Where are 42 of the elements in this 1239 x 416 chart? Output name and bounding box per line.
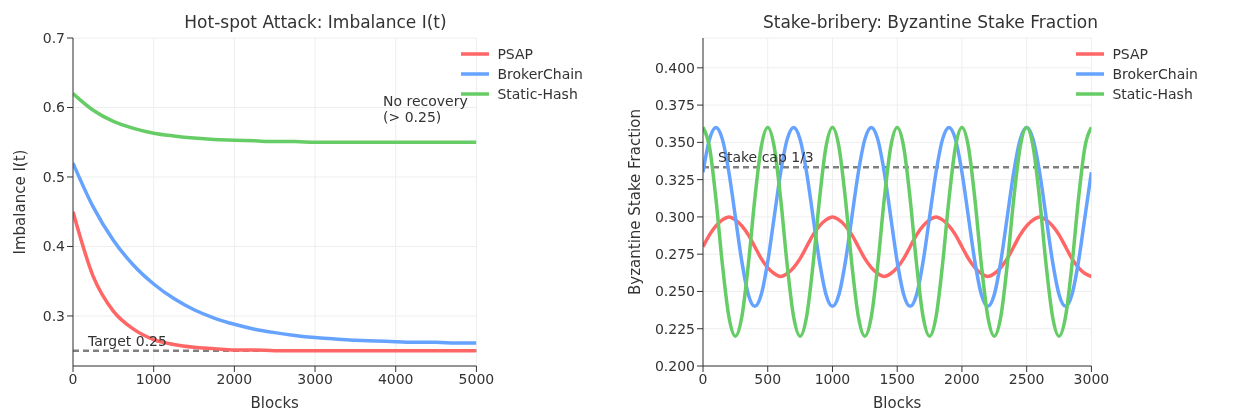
x-tick-label: 4000 [377, 370, 414, 387]
line-series [73, 91, 477, 144]
y-tick-label: 0.250 [654, 283, 695, 300]
y-axis-title: Byzantine Stake Fraction [626, 109, 645, 295]
legend-label: Static-Hash [497, 85, 578, 104]
x-tick-label: 1000 [135, 370, 172, 387]
legend-label: BrokerChain [497, 65, 583, 84]
x-tick-label: 1500 [879, 370, 916, 387]
legend-label: Static-Hash [1112, 85, 1193, 104]
chart-title: Stake-bribery: Byzantine Stake Fraction [761, 12, 1100, 32]
x-tick-label: 3000 [297, 370, 333, 387]
x-tick-label: 5000 [458, 370, 495, 387]
y-tick-label: 0.200 [654, 357, 695, 374]
x-tick-label: 2000 [216, 370, 253, 387]
x-axis-title: Blocks [873, 394, 922, 412]
line-series [73, 209, 477, 353]
y-tick-label: 0.350 [654, 134, 695, 151]
y-axis-title: Imbalance I(t) [11, 149, 30, 255]
y-tick-label: 0.4 [42, 238, 66, 255]
y-tick-label: 0.7 [42, 29, 65, 46]
y-tick-label: 0.5 [42, 168, 65, 185]
x-axis-title: Blocks [250, 394, 300, 412]
y-tick-label: 0.275 [654, 246, 695, 263]
x-tick-label: 0 [68, 370, 78, 387]
y-tick-label: 0.6 [42, 99, 66, 116]
y-tick-label: 0.300 [654, 208, 695, 225]
x-tick-label: 2500 [1008, 370, 1045, 387]
x-tick-label: 2000 [944, 370, 980, 387]
y-tick-label: 0.375 [654, 97, 695, 114]
legend-label: PSAP [497, 45, 534, 64]
y-tick-label: 0.225 [654, 320, 695, 337]
annotation: No recovery (> 0.25) [383, 93, 468, 125]
x-tick-label: 0 [698, 370, 708, 387]
x-tick-label: 1000 [814, 370, 851, 387]
x-tick-label: 500 [754, 370, 782, 387]
legend-label: PSAP [1112, 45, 1149, 64]
chart-title: Hot-spot Attack: Imbalance I(t) [184, 12, 447, 32]
y-tick-label: 0.325 [654, 171, 695, 188]
y-tick-label: 0.3 [42, 307, 65, 324]
x-tick-label: 3000 [1073, 370, 1110, 387]
y-tick-label: 0.400 [654, 59, 695, 76]
legend-label: BrokerChain [1112, 65, 1198, 84]
